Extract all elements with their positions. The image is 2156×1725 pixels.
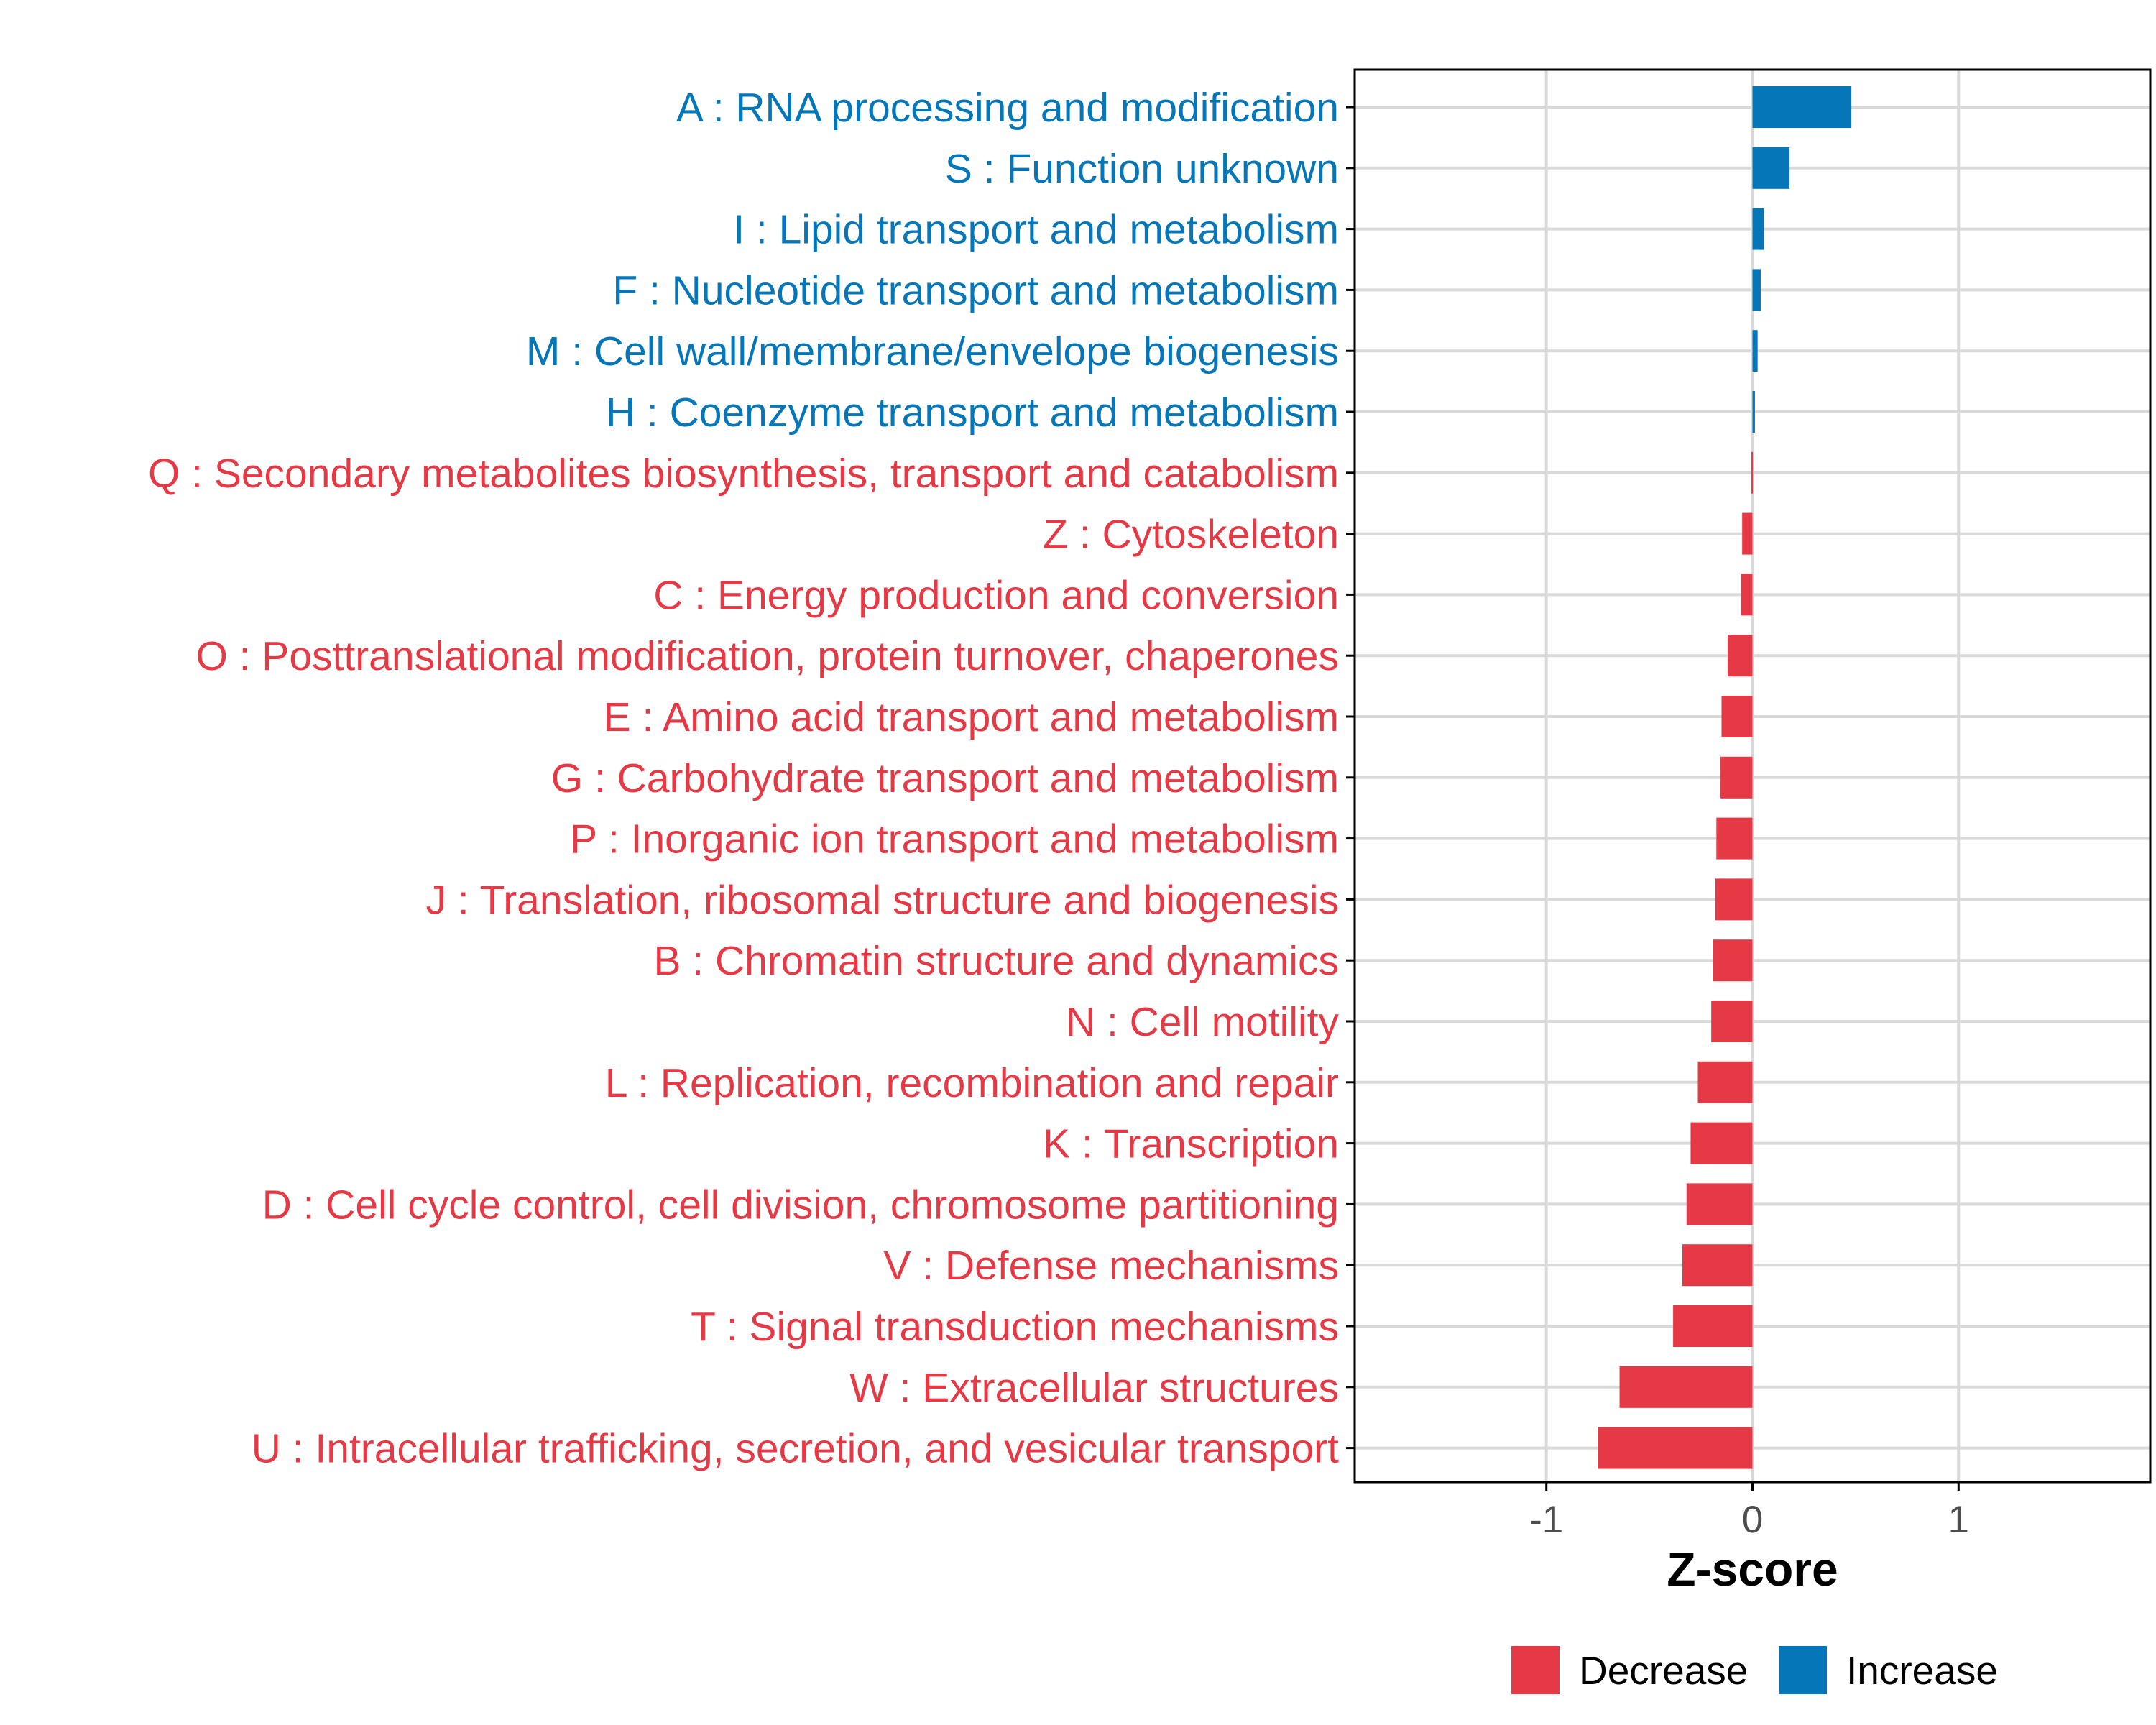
- bar-20: [1673, 1305, 1753, 1347]
- y-label-15: N : Cell motility: [1066, 999, 1340, 1045]
- bar-16: [1697, 1061, 1753, 1103]
- bar-22: [1598, 1427, 1753, 1469]
- bar-9: [1728, 635, 1753, 677]
- bar-3: [1752, 269, 1761, 311]
- bar-14: [1713, 939, 1753, 982]
- bar-1: [1752, 147, 1790, 189]
- y-label-2: I : Lipid transport and metabolism: [733, 207, 1339, 253]
- bar-5: [1752, 391, 1755, 433]
- bar-12: [1716, 817, 1753, 860]
- bar-2: [1752, 208, 1764, 250]
- y-label-22: U : Intracellular trafficking, secretion…: [252, 1426, 1339, 1472]
- y-label-16: L : Replication, recombination and repai…: [605, 1060, 1339, 1106]
- bar-17: [1690, 1122, 1753, 1164]
- x-axis-title: Z-score: [1667, 1542, 1838, 1596]
- x-axis-ticks: [1545, 1482, 1960, 1491]
- y-label-19: V : Defense mechanisms: [883, 1243, 1339, 1289]
- y-label-1: S : Function unknown: [945, 146, 1339, 192]
- x-axis-tick-labels: -1 0 1: [1529, 1499, 1969, 1541]
- y-label-11: G : Carbohydrate transport and metabolis…: [551, 755, 1339, 801]
- bar-15: [1711, 1000, 1753, 1042]
- legend-key-decrease: [1511, 1646, 1560, 1694]
- bar-8: [1741, 574, 1753, 616]
- legend-label-increase: Increase: [1846, 1648, 1998, 1693]
- legend-key-increase: [1779, 1646, 1827, 1694]
- bar-6: [1751, 451, 1754, 494]
- y-axis-category-labels: A : RNA processing and modification S : F…: [148, 85, 1340, 1472]
- x-tick-label-2: 1: [1948, 1499, 1969, 1541]
- y-label-10: E : Amino acid transport and metabolism: [604, 694, 1339, 740]
- legend-label-decrease: Decrease: [1579, 1648, 1748, 1693]
- bar-11: [1720, 756, 1753, 799]
- y-label-7: Z : Cytoskeleton: [1043, 512, 1339, 558]
- y-label-17: K : Transcription: [1043, 1121, 1339, 1167]
- bar-21: [1619, 1366, 1753, 1408]
- legend: Decrease Increase: [1511, 1646, 1998, 1694]
- y-label-8: C : Energy production and conversion: [653, 572, 1339, 618]
- bar-4: [1752, 330, 1758, 372]
- bar-13: [1715, 878, 1753, 921]
- y-label-12: P : Inorganic ion transport and metaboli…: [570, 816, 1339, 862]
- y-label-3: F : Nucleotide transport and metabolism: [612, 267, 1339, 313]
- bar-19: [1682, 1244, 1753, 1287]
- y-axis-ticks: [1346, 106, 1355, 1450]
- x-tick-label-0: -1: [1529, 1499, 1563, 1541]
- y-label-9: O : Posttranslational modification, prot…: [195, 633, 1339, 679]
- bar-series: [1598, 86, 1852, 1469]
- y-label-5: H : Coenzyme transport and metabolism: [606, 390, 1339, 436]
- y-label-18: D : Cell cycle control, cell division, c…: [262, 1182, 1339, 1228]
- bar-7: [1742, 512, 1753, 555]
- bar-0: [1752, 86, 1852, 128]
- y-label-13: J : Translation, ribosomal structure and…: [426, 877, 1339, 923]
- y-label-0: A : RNA processing and modification: [676, 85, 1339, 131]
- y-label-6: Q : Secondary metabolites biosynthesis, …: [148, 451, 1339, 497]
- x-tick-label-1: 0: [1742, 1499, 1763, 1541]
- y-label-4: M : Cell wall/membrane/envelope biogenes…: [526, 328, 1339, 374]
- y-label-20: T : Signal transduction mechanisms: [691, 1304, 1339, 1350]
- y-label-21: W : Extracellular structures: [849, 1365, 1339, 1411]
- y-label-14: B : Chromatin structure and dynamics: [653, 938, 1339, 984]
- bar-18: [1686, 1183, 1753, 1225]
- bar-10: [1721, 696, 1753, 737]
